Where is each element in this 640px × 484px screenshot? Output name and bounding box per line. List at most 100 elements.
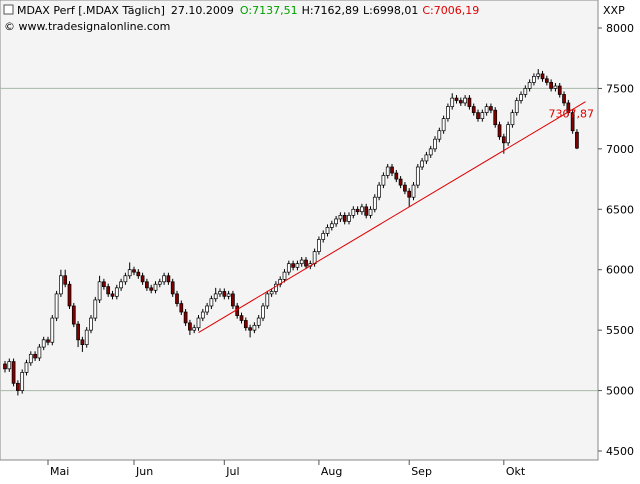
candle-body [458, 100, 463, 104]
candle-body [347, 214, 351, 222]
candle-body [41, 339, 46, 348]
candle-body [179, 303, 184, 313]
candle-body [519, 94, 523, 101]
candle-body [265, 293, 270, 307]
quote-value: L:6998,01 [363, 4, 418, 17]
candle-body [166, 275, 171, 283]
candle-body [222, 291, 227, 297]
candle-body [360, 206, 364, 213]
candle-body [299, 259, 304, 265]
candle-body [46, 339, 50, 343]
candle-body [110, 293, 115, 297]
candle-body [239, 315, 244, 321]
candle-body [549, 82, 553, 89]
candle-body [261, 305, 265, 319]
trend-line [198, 101, 586, 333]
candle-body [33, 353, 37, 359]
candle-body [37, 346, 42, 359]
candle-body [377, 184, 381, 198]
candle-body [544, 78, 549, 83]
candle-body [411, 184, 416, 198]
y-tick-label: 6500 [606, 203, 634, 216]
candle-body [286, 263, 291, 273]
candle-body [149, 287, 154, 291]
copyright: © www.tradesignalonline.com [4, 20, 170, 33]
x-tick-label: Okt [506, 465, 526, 478]
candle-body [364, 206, 369, 216]
x-tick-label: Aug [321, 465, 342, 478]
candle-body [372, 196, 377, 210]
candle-body [553, 85, 558, 89]
candle-body [282, 271, 287, 280]
candle-body [489, 106, 493, 111]
candle-body [209, 298, 214, 307]
candle-body [3, 363, 7, 370]
quote-value: O:7137,51 [240, 4, 298, 17]
candle-body [540, 73, 545, 80]
candle-body [11, 361, 16, 384]
candle-body [200, 311, 205, 319]
candle-body [140, 275, 145, 283]
x-tick-label: Sep [411, 465, 432, 478]
trend-line-label: 7307,87 [549, 108, 595, 121]
candle-body [170, 281, 175, 295]
instrument: MDAX Perf [.MDAX Täglich] [17, 4, 165, 17]
header: MDAX Perf [.MDAX Täglich] 27.10.2009 O:713… [17, 4, 479, 17]
candle-body [71, 305, 76, 325]
candle-body [467, 97, 472, 107]
quote-value: C:7006,19 [422, 4, 479, 17]
candle-body [398, 178, 403, 186]
candle-body [50, 317, 55, 343]
candle-body [523, 88, 528, 95]
y-tick-label: 7000 [606, 143, 634, 156]
candle-body [59, 275, 63, 295]
candle-body [76, 323, 80, 341]
y-tick-label: 5000 [606, 385, 634, 398]
candle-body [84, 329, 89, 346]
y-tick-label: 8000 [606, 22, 634, 35]
y-tick-label: 4500 [606, 445, 634, 458]
candle-body [441, 118, 446, 132]
candle-body [114, 287, 119, 297]
marks [0, 69, 598, 396]
candle-body [127, 269, 132, 277]
candle-body [256, 317, 261, 326]
candle-body [463, 97, 467, 104]
candle-body [317, 239, 321, 252]
candle-body [218, 291, 222, 295]
candle-body [226, 293, 231, 297]
candle-body [136, 271, 141, 277]
candle-body [7, 361, 12, 370]
x-tick-label: Jul [225, 465, 239, 478]
candle-body [145, 281, 149, 289]
candle-body [437, 130, 442, 140]
candle-body [424, 154, 429, 162]
plot-area [0, 0, 599, 461]
candle-body [89, 317, 93, 331]
candle-body [24, 362, 29, 373]
candle-body [213, 293, 218, 300]
candle-body [132, 269, 136, 273]
candle-body [420, 160, 424, 168]
candle-body [157, 281, 162, 285]
candle-body [433, 138, 437, 150]
candle-body [334, 218, 338, 225]
candle-body [480, 112, 485, 119]
candle-body [351, 208, 356, 216]
unit-label: XXP [603, 4, 625, 17]
candle-body [381, 175, 386, 186]
candle-body [446, 106, 450, 119]
candle-body [476, 112, 480, 119]
candle-body [119, 281, 123, 289]
candle-body [291, 263, 295, 268]
candle-body [325, 227, 330, 234]
candle-body [329, 223, 334, 228]
candle-body [192, 327, 197, 331]
candle-body [295, 263, 300, 268]
x-tick-label: Jun [135, 465, 153, 478]
candle-body [67, 283, 72, 307]
candle-body [493, 109, 498, 126]
candle-body [231, 293, 235, 307]
candle-body [312, 251, 317, 265]
